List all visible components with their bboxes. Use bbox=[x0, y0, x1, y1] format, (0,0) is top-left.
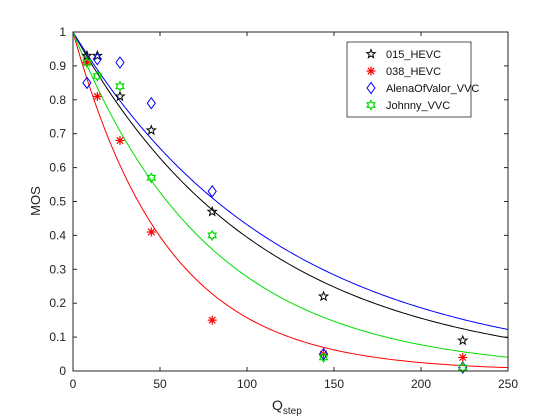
data-point-015_HEVC bbox=[114, 90, 126, 102]
data-point-015_HEVC bbox=[457, 334, 469, 346]
data-point-015_HEVC bbox=[145, 124, 157, 136]
y-tick-label: 1 bbox=[59, 25, 66, 39]
data-markers bbox=[81, 49, 469, 374]
y-axis-title: MOS bbox=[28, 186, 43, 216]
data-point-038_HEVC bbox=[458, 352, 468, 362]
x-tick-label: 200 bbox=[411, 377, 431, 391]
data-point-AlenaOfValor_VVC bbox=[115, 56, 125, 69]
legend-label: AlenaOfValor_VVC bbox=[386, 83, 479, 95]
y-tick-label: 0.5 bbox=[49, 195, 66, 209]
y-tick-label: 0.9 bbox=[49, 59, 66, 73]
x-tick-label: 100 bbox=[237, 377, 257, 391]
legend-marker-AlenaOfValor_VVC bbox=[366, 81, 376, 95]
data-point-038_HEVC bbox=[207, 315, 217, 325]
axis-ticks: 0 50 100 150 200 250 0 0.1 0.2 0.3 0.4 0.5 0.6 0.7 0.8… bbox=[49, 25, 518, 391]
data-point-Johnny_VVC bbox=[92, 70, 103, 82]
fit-lines bbox=[72, 31, 509, 369]
y-tick-label: 0 bbox=[59, 364, 66, 378]
y-tick-label: 0.6 bbox=[49, 161, 66, 175]
fit-curve-Johnny_VVC bbox=[72, 31, 509, 358]
data-point-015_HEVC bbox=[206, 205, 218, 217]
data-point-038_HEVC bbox=[146, 227, 156, 237]
x-tick-label: 250 bbox=[498, 377, 518, 391]
data-point-AlenaOfValor_VVC bbox=[82, 76, 92, 90]
legend-marker-Johnny_VVC bbox=[366, 99, 376, 111]
x-tick-label: 0 bbox=[70, 377, 77, 391]
data-point-Johnny_VVC bbox=[115, 80, 125, 92]
x-axis-title-subscript: step bbox=[283, 406, 302, 417]
legend-label: 015_HEVC bbox=[386, 49, 441, 61]
y-tick-label: 0.8 bbox=[49, 93, 66, 107]
data-point-015_HEVC bbox=[91, 49, 103, 61]
y-tick-label: 0.7 bbox=[49, 127, 66, 141]
y-tick-label: 0.2 bbox=[49, 296, 66, 310]
fit-curve-AlenaOfValor_VVC bbox=[72, 31, 509, 330]
legend-marker-015_HEVC bbox=[365, 48, 377, 59]
y-tick-label: 0.3 bbox=[49, 262, 66, 276]
legend: 015_HEVC 038_HEVC AlenaOfValor_VVC Johnny_V… bbox=[346, 41, 479, 118]
data-point-AlenaOfValor_VVC bbox=[318, 347, 329, 361]
x-tick-label: 50 bbox=[153, 377, 167, 391]
legend-marker-038_HEVC bbox=[366, 66, 376, 76]
data-point-038_HEVC bbox=[115, 135, 125, 145]
data-point-Johnny_VVC bbox=[81, 56, 92, 69]
data-point-Johnny_VVC bbox=[318, 351, 329, 364]
data-point-AlenaOfValor_VVC bbox=[92, 52, 102, 66]
y-tick-label: 0.1 bbox=[49, 330, 66, 344]
legend-label: Johnny_VVC bbox=[386, 100, 450, 112]
x-axis-title-main: Q bbox=[272, 397, 283, 413]
legend-box bbox=[346, 41, 472, 118]
data-point-Johnny_VVC bbox=[207, 229, 218, 242]
data-point-Johnny_VVC bbox=[457, 361, 468, 374]
data-point-Johnny_VVC bbox=[146, 172, 157, 184]
x-axis-title: Qstep bbox=[272, 397, 302, 417]
data-point-AlenaOfValor_VVC bbox=[146, 96, 156, 110]
fit-curve-038_HEVC bbox=[72, 31, 509, 369]
fit-curve-015_HEVC bbox=[72, 31, 509, 339]
y-tick-label: 0.4 bbox=[49, 228, 66, 242]
x-tick-label: 150 bbox=[324, 377, 344, 391]
data-point-015_HEVC bbox=[317, 290, 330, 302]
data-point-AlenaOfValor_VVC bbox=[207, 184, 217, 198]
legend-label: 038_HEVC bbox=[386, 66, 441, 78]
data-point-038_HEVC bbox=[92, 91, 102, 101]
